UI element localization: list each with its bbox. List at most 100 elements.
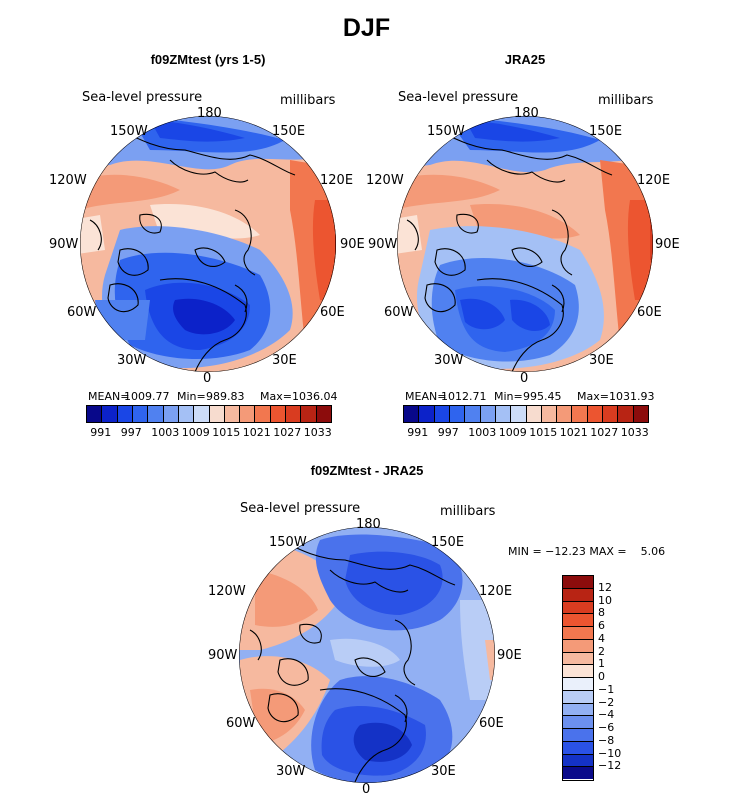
colorbar-swatch: [224, 406, 241, 422]
colorbar-swatch: [270, 406, 287, 422]
colorbar-tick-label: 12: [598, 580, 612, 594]
colorbar-tick-label: 991: [407, 426, 429, 439]
colorbar-tick-label: 991: [90, 426, 112, 439]
panel2-lon-90w: 90W: [368, 237, 398, 252]
panel3-lon-30w: 30W: [276, 764, 306, 779]
panel3-lon-0: 0: [362, 782, 371, 797]
colorbar-swatch: [587, 406, 604, 422]
panel1-min-value: 989.83: [206, 390, 245, 403]
colorbar-swatch: [449, 406, 466, 422]
colorbar-swatch: [434, 406, 450, 422]
colorbar-tick-label: 1033: [303, 426, 332, 439]
colorbar-swatch: [618, 406, 634, 422]
colorbar-tick-label: 1003: [468, 426, 497, 439]
panel1-max-label: Max=: [260, 390, 292, 403]
colorbar-tick-label: 1: [598, 657, 605, 671]
panel3-lon-150w: 150W: [269, 535, 307, 550]
colorbar-tick-label: −8: [598, 733, 615, 747]
panel1-mean-label: MEAN=: [88, 390, 130, 403]
colorbar-swatch: [563, 729, 593, 742]
panel2-mean-label: MEAN=: [405, 390, 447, 403]
colorbar-swatch: [526, 406, 542, 422]
colorbar-tick-label: 4: [598, 631, 605, 645]
colorbar-tick-label: −10: [598, 746, 622, 760]
panel3-lon-150e: 150E: [431, 535, 465, 550]
colorbar-swatch: [465, 406, 481, 422]
panel2-lon-30e: 30E: [589, 353, 614, 368]
colorbar-swatch: [563, 614, 593, 627]
colorbar-tick-label: 1015: [212, 426, 241, 439]
panel1-lon-60e: 60E: [320, 305, 345, 320]
panel3-lon-30e: 30E: [431, 764, 456, 779]
colorbar-swatch: [563, 601, 593, 615]
colorbar-swatch: [563, 588, 593, 602]
panel3-title: f09ZMtest - JRA25: [310, 463, 424, 478]
panel2-lon-60w: 60W: [384, 305, 414, 320]
colorbar-swatch: [480, 406, 496, 422]
colorbar-tick-label: 1021: [559, 426, 588, 439]
colorbar-swatch: [563, 665, 593, 678]
colorbar-swatch: [178, 406, 195, 422]
panel2-lon-150w: 150W: [427, 124, 465, 139]
panel1-title: f09ZMtest (yrs 1-5): [150, 52, 266, 67]
colorbar-swatch: [563, 652, 593, 666]
panel1-lon-120w: 120W: [49, 173, 87, 188]
colorbar-swatch: [541, 406, 558, 422]
panel2-max-label: Max=: [577, 390, 609, 403]
panel1-lon-90e: 90E: [340, 237, 365, 252]
colorbar-swatch: [132, 406, 149, 422]
panel2-mean-value: 1012.71: [441, 390, 487, 403]
panel1-mean-value: 1009.77: [124, 390, 170, 403]
panel3-lon-180: 180: [356, 517, 381, 532]
panel1-lon-30e: 30E: [272, 353, 297, 368]
panel2-lon-120w: 120W: [366, 173, 404, 188]
colorbar-swatch: [301, 406, 317, 422]
panel1-lon-90w: 90W: [49, 237, 79, 252]
colorbar-tick-label: 6: [598, 619, 605, 632]
colorbar-swatch: [603, 406, 619, 422]
panel3-map: [239, 527, 495, 783]
colorbar-tick-label: 997: [437, 426, 459, 439]
colorbar-tick-label: −4: [598, 708, 615, 722]
panel1-variable-label: Sea-level pressure: [82, 90, 203, 105]
panel3-lon-120e: 120E: [479, 584, 513, 599]
panel1-map: [80, 116, 336, 372]
colorbar-swatch: [87, 406, 103, 422]
colorbar-swatch: [163, 406, 179, 422]
colorbar-swatch: [563, 627, 593, 640]
panel1-min-label: Min=: [177, 390, 206, 403]
colorbar-tick-label: 997: [120, 426, 142, 439]
panel3-stats: MIN = −12.23 MAX = 5.06: [508, 545, 666, 558]
colorbar-tick-label: 1033: [620, 426, 649, 439]
colorbar-tick-label: −2: [598, 695, 615, 709]
colorbar-swatch: [557, 406, 573, 422]
panel2-max-value: 1031.93: [609, 390, 655, 403]
colorbar-swatch: [286, 406, 302, 422]
diff-colorbar: [562, 575, 594, 781]
panel1-units-label: millibars: [280, 93, 336, 108]
colorbar-swatch: [495, 406, 512, 422]
panel1-lon-30w: 30W: [117, 353, 147, 368]
panel1-colorbar: [86, 405, 332, 423]
panel2-lon-30w: 30W: [434, 353, 464, 368]
colorbar-tick-label: 8: [598, 606, 605, 620]
colorbar-swatch: [563, 576, 593, 589]
figure-title: DJF: [342, 14, 391, 42]
panel3-lon-60w: 60W: [226, 716, 256, 731]
colorbar-swatch: [102, 406, 118, 422]
colorbar-swatch: [563, 754, 593, 768]
colorbar-swatch: [563, 639, 593, 653]
panel1-lon-120e: 120E: [320, 173, 354, 188]
panel2-lon-180: 180: [514, 106, 539, 121]
panel3-lon-90w: 90W: [208, 648, 238, 663]
colorbar-swatch: [563, 767, 593, 779]
colorbar-swatch: [194, 406, 210, 422]
panel3-lon-60e: 60E: [479, 716, 504, 731]
colorbar-tick-label: −1: [598, 682, 615, 696]
colorbar-swatch: [419, 406, 435, 422]
panel2-lon-90e: 90E: [655, 237, 680, 252]
colorbar-tick-label: 2: [598, 644, 605, 658]
colorbar-swatch: [563, 703, 593, 717]
panel2-units-label: millibars: [598, 93, 654, 108]
